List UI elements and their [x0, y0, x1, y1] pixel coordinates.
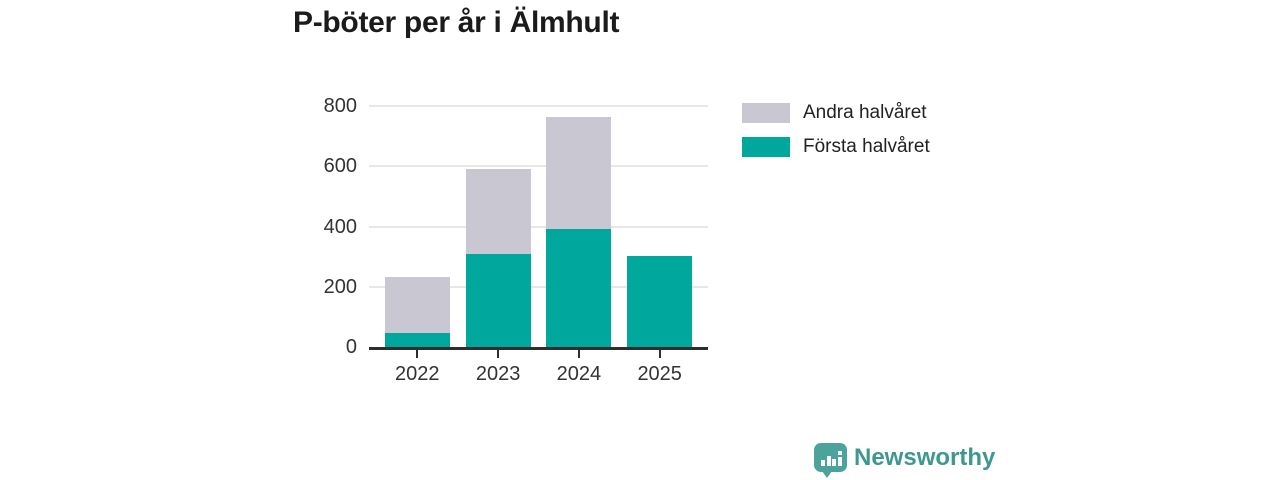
legend-swatch — [742, 103, 790, 123]
y-tick-label: 800 — [323, 95, 357, 117]
x-tick-label: 2023 — [475, 363, 521, 385]
legend: Andra halvåret Första halvåret — [742, 102, 930, 170]
bar-2024 — [546, 117, 612, 347]
legend-item: Andra halvåret — [742, 102, 930, 124]
x-cell-2024: 2024 — [546, 350, 611, 386]
brand-name: Newsworthy — [854, 444, 996, 471]
gridline — [369, 105, 708, 107]
legend-label: Andra halvåret — [803, 102, 927, 123]
x-tick — [497, 350, 500, 358]
y-tick-label: 400 — [323, 215, 357, 238]
x-axis-line — [369, 347, 708, 350]
x-tick-label: 2025 — [637, 363, 682, 385]
gridline — [369, 225, 708, 228]
x-axis-labels: 2022 2023 2024 2025 — [369, 350, 708, 386]
bar-segment — [465, 169, 531, 254]
y-tick-label: 0 — [345, 336, 357, 358]
bar-segment — [546, 228, 612, 347]
x-tick-label: 2024 — [556, 363, 602, 385]
bars-container — [369, 106, 708, 347]
chart-title: P-böter per år i Älmhult — [293, 6, 620, 39]
x-tick — [416, 350, 419, 358]
bar-2025 — [627, 255, 693, 347]
legend-item: Första halvåret — [742, 136, 930, 158]
legend-label: Första halvåret — [803, 136, 930, 157]
newsworthy-chart-bubble-icon — [814, 443, 847, 478]
y-axis-labels: 0 200 400 600 800 — [279, 95, 357, 358]
legend-swatch — [742, 137, 790, 157]
gridline — [369, 165, 708, 168]
x-cell-2025: 2025 — [627, 350, 692, 386]
bar-segment — [546, 117, 612, 229]
x-cell-2023: 2023 — [466, 350, 531, 386]
x-cell-2022: 2022 — [385, 350, 450, 386]
y-tick-label: 600 — [323, 155, 357, 178]
bar-segment — [627, 255, 693, 347]
x-tick-label: 2022 — [395, 363, 440, 385]
bar-segment — [465, 253, 531, 347]
newsworthy-logo: Newsworthy — [814, 443, 996, 478]
bar-2023 — [465, 169, 531, 347]
plot-area: 0 200 400 600 800 2022 2023 2024 2025 — [324, 95, 708, 385]
x-tick — [658, 350, 661, 358]
y-tick-label: 200 — [323, 275, 357, 298]
bar-segment — [384, 333, 450, 347]
x-tick — [577, 350, 580, 358]
bar-segment — [384, 276, 450, 334]
bar-2022 — [384, 276, 450, 347]
gridline — [369, 285, 708, 288]
